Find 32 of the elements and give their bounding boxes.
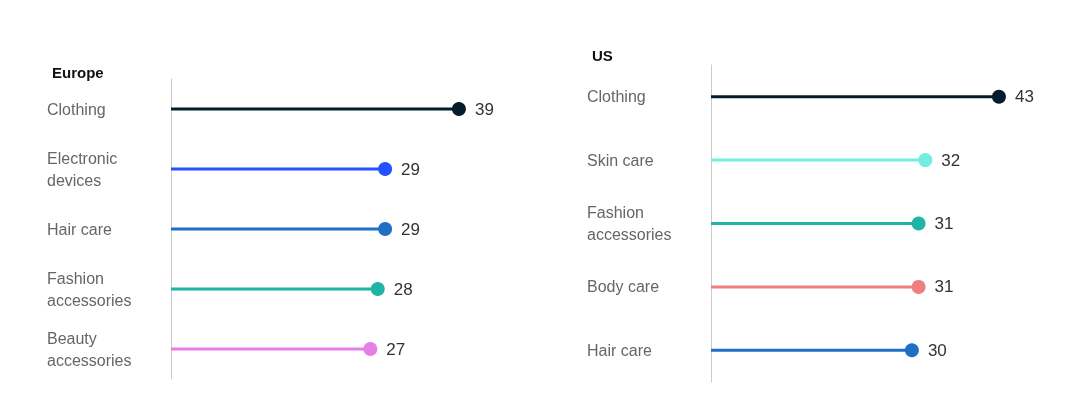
point — [451, 102, 466, 116]
point — [904, 343, 919, 358]
y-tick-label: Beauty accessories — [47, 329, 132, 369]
point — [378, 162, 393, 176]
data-label: 32 — [941, 150, 961, 170]
point — [911, 216, 926, 231]
y-tick-label: Hair care — [587, 341, 653, 359]
data-label: 31 — [934, 214, 954, 233]
y-tick-label: Clothing — [47, 100, 106, 118]
y-tick-label: Hair care — [47, 220, 113, 238]
y-tick-label: Clothing — [587, 88, 646, 106]
point — [363, 342, 378, 356]
text: Europe — [52, 64, 104, 81]
point — [991, 89, 1006, 104]
data-label: 43 — [1014, 87, 1034, 107]
y-tick-label: Fashion accessories — [47, 269, 132, 309]
data-label: 30 — [927, 340, 947, 360]
data-label: 29 — [401, 159, 421, 179]
y-tick-label: Fashion accessories — [587, 204, 672, 243]
data-label: 39 — [474, 99, 494, 119]
text: US — [592, 47, 613, 64]
point — [370, 282, 385, 296]
point — [911, 279, 926, 294]
point — [918, 153, 933, 168]
y-tick-label: Skin care — [587, 151, 654, 169]
data-label: 28 — [393, 279, 413, 299]
y-tick-label: Electronic devices — [47, 149, 122, 189]
data-label: 27 — [386, 339, 406, 359]
data-label: 31 — [934, 277, 954, 297]
data-label: 29 — [401, 219, 421, 239]
point — [378, 222, 393, 236]
y-tick-label: Body care — [587, 278, 660, 296]
